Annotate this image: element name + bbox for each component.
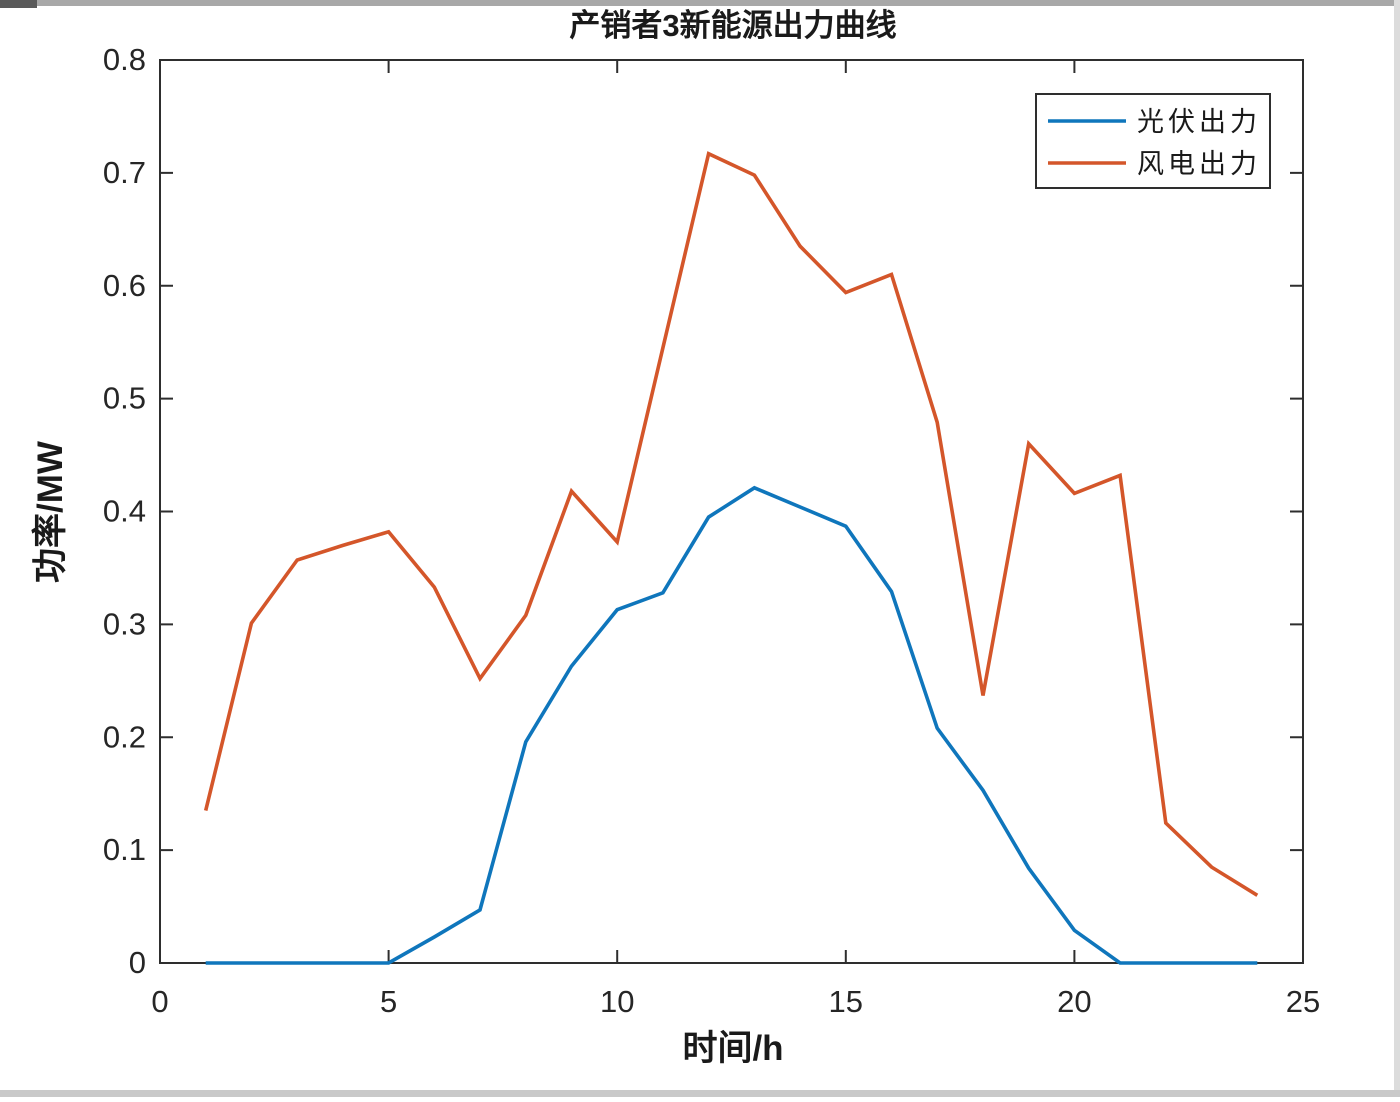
axis-ticks: [159, 59, 1304, 964]
window-border-right: [1394, 0, 1400, 1097]
chart-title: 产销者3新能源出力曲线: [569, 8, 896, 43]
x-tick-label: 10: [600, 984, 634, 1019]
x-tick-label: 0: [151, 984, 168, 1019]
y-tick-label: 0.7: [103, 155, 146, 190]
x-tick-label: 20: [1057, 984, 1091, 1019]
y-tick-label: 0.1: [103, 832, 146, 867]
x-tick-label: 5: [380, 984, 397, 1019]
y-tick-label: 0.4: [103, 494, 146, 529]
y-tick-label: 0: [129, 945, 146, 980]
legend-label: 光伏出力: [1137, 107, 1261, 137]
y-tick-label: 0.6: [103, 268, 146, 303]
x-tick-label: 15: [829, 984, 863, 1019]
window-border-bottom: [0, 1090, 1400, 1097]
y-tick-label: 0.8: [103, 42, 146, 77]
x-tick-label: 25: [1286, 984, 1320, 1019]
window-border-corner: [0, 0, 37, 8]
y-tick-label: 0.2: [103, 719, 146, 754]
y-tick-labels: 0 0.1 0.2 0.3 0.4 0.5 0.6 0.7 0.8: [103, 42, 146, 980]
x-axis-label: 时间/h: [682, 1029, 783, 1068]
x-tick-labels: 0 5 10 15 20 25: [151, 984, 1320, 1019]
series-line-pv: [205, 485, 1258, 965]
series-lines: [203, 151, 1259, 965]
plot-border: [159, 59, 1304, 964]
legend-box: [1035, 93, 1271, 189]
window-border-top: [0, 0, 1400, 6]
plot-area-border: [159, 59, 1304, 964]
y-tick-label: 0.5: [103, 381, 146, 416]
legend-label: 风电出力: [1137, 149, 1261, 179]
series-line-wind: [203, 151, 1259, 897]
y-axis-label: 功率/MW: [31, 441, 70, 583]
y-tick-label: 0.3: [103, 606, 146, 641]
